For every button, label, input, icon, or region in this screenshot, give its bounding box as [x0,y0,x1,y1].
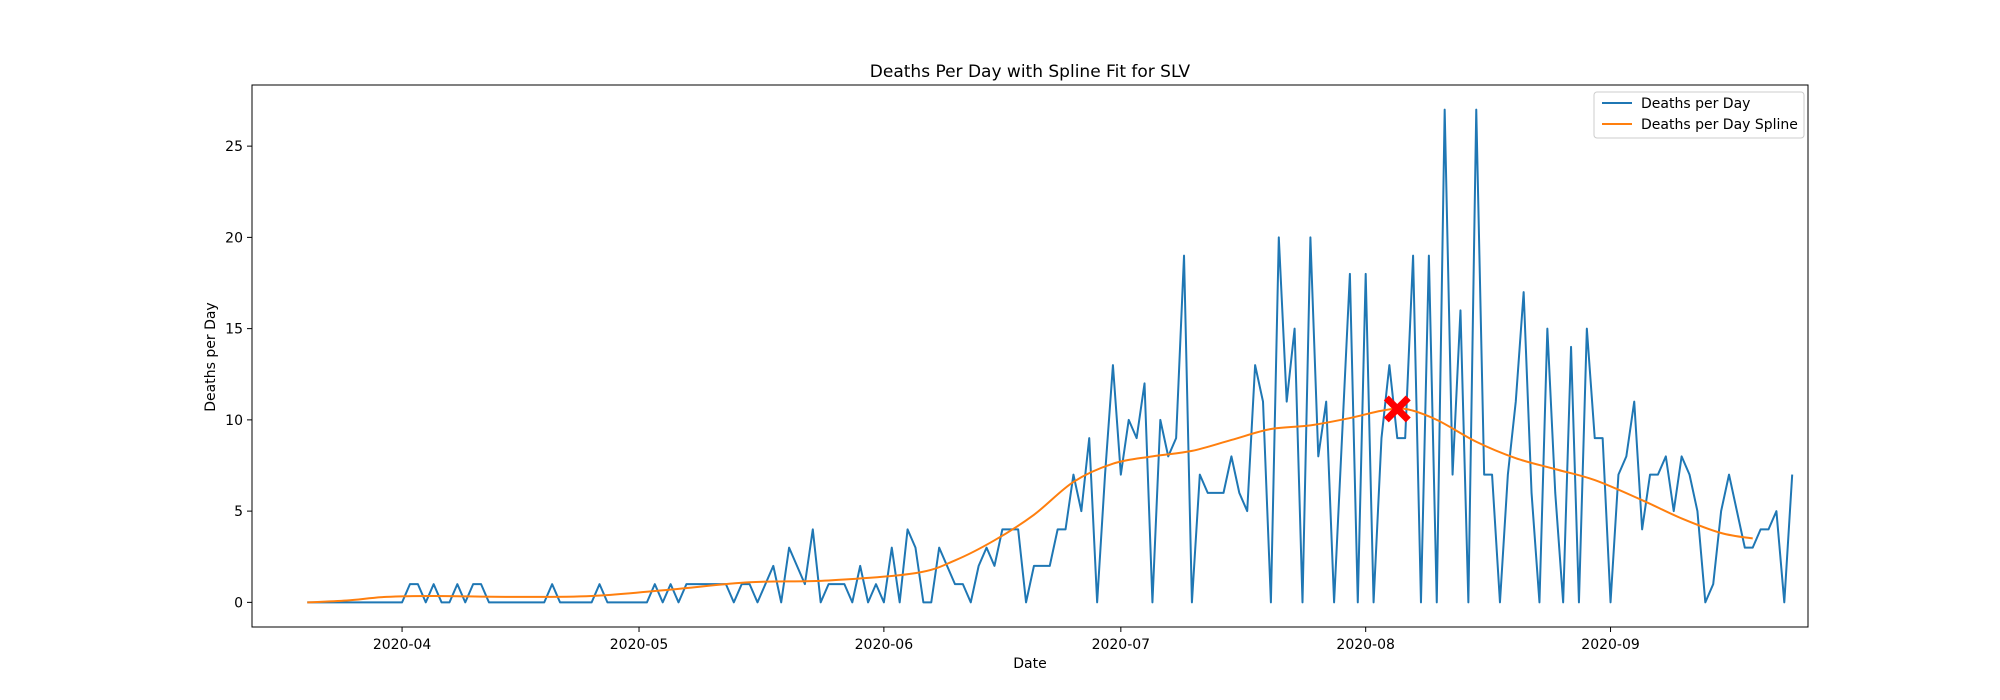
x-axis-label: Date [1013,656,1046,672]
y-tick-label: 10 [225,413,243,429]
legend: Deaths per Day Deaths per Day Spline [1593,91,1805,139]
series-line-spline [307,407,1753,604]
y-tick-label: 20 [225,230,243,246]
x-tick-label: 2020-05 [610,637,669,653]
y-axis-label: Deaths per Day [203,302,219,411]
plot-frame [251,84,1809,628]
series-line-deaths-per-day [307,108,1794,604]
x-tick-label: 2020-07 [1092,637,1151,653]
x-tick-label: 2020-04 [373,637,432,653]
x-tick-label: 2020-06 [855,637,914,653]
plot-area: 2020-04 2020-05 2020-06 2020-07 2020-08 2020-… [225,84,1809,653]
peak-marker-stroke [1383,395,1411,423]
chart-title: Deaths Per Day with Spline Fit for SLV [870,62,1191,82]
legend-label-deaths-per-day: Deaths per Day [1641,96,1750,112]
x-tick-label: 2020-09 [1581,637,1640,653]
x-tick-label: 2020-08 [1336,637,1395,653]
legend-label-spline: Deaths per Day Spline [1641,117,1798,133]
y-tick-label: 15 [225,322,243,338]
y-tick-label: 5 [234,504,243,520]
y-tick-label: 25 [225,139,243,155]
peak-marker-icon [1383,395,1411,423]
legend-box [1593,91,1805,139]
y-tick-label: 0 [234,595,243,611]
